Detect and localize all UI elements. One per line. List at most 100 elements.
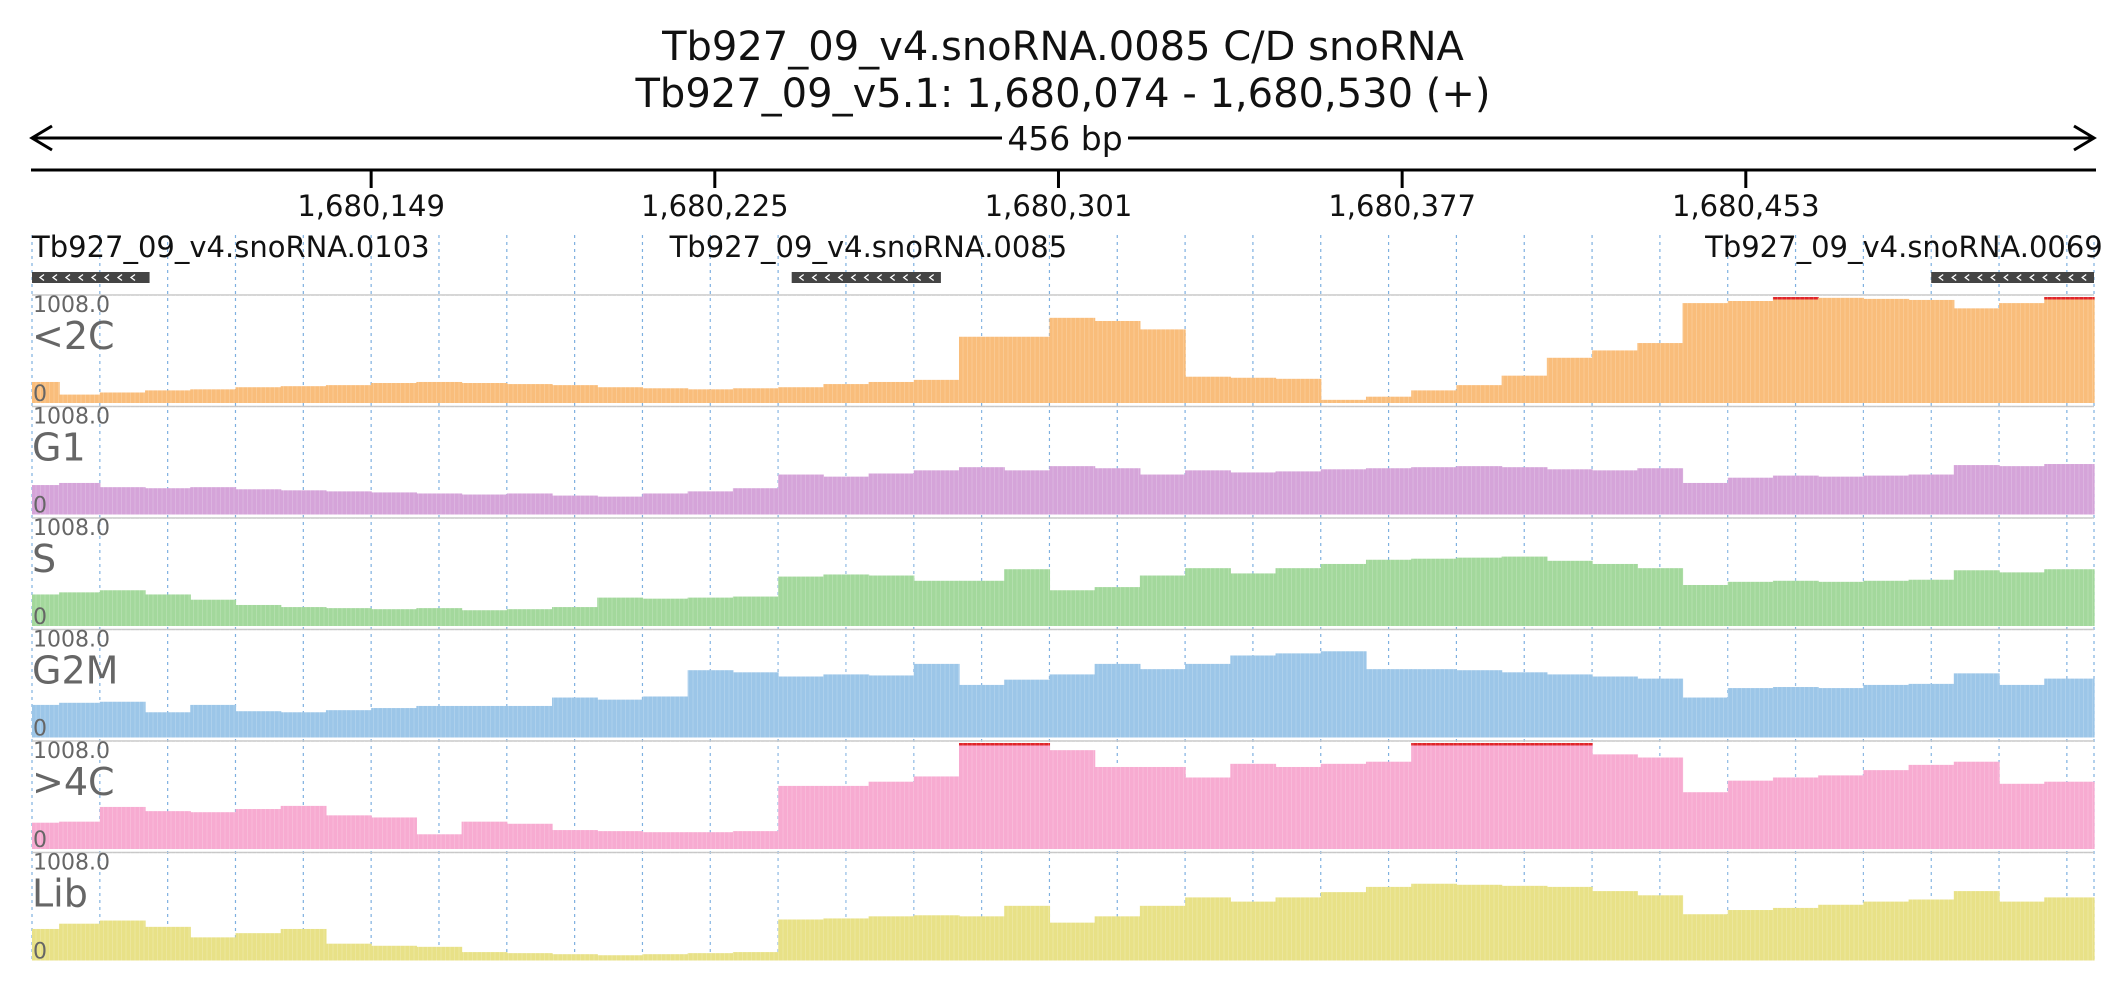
coverage-bar xyxy=(1546,674,1593,738)
coverage-bar xyxy=(1501,672,1548,738)
coverage-bar xyxy=(32,928,60,961)
position-ticks: 1,680,149 1,680,225 1,680,301 1,680,377 1,68… xyxy=(297,170,1820,223)
coverage-bar xyxy=(325,491,372,515)
coverage-bar xyxy=(1501,556,1548,626)
coverage-bar xyxy=(2044,297,2095,403)
coverage-bar xyxy=(1275,471,1322,515)
coverage-bar xyxy=(371,609,417,626)
coverage-bar xyxy=(868,473,915,515)
coverage-bar xyxy=(1139,766,1186,849)
coverage-bar xyxy=(325,710,372,738)
coverage-bar xyxy=(1456,743,1503,849)
coverage-bar xyxy=(778,387,824,403)
coverage-bar xyxy=(1094,916,1141,961)
coverage-bar xyxy=(732,831,779,849)
coverage-bar xyxy=(687,670,734,738)
strand-chevron xyxy=(863,273,870,282)
coverage-bar xyxy=(1592,676,1638,738)
coverage-bar xyxy=(416,946,463,961)
track-scale-max: 1008.0 xyxy=(33,516,110,541)
coverage-tracks: 1008.00<2C1008.00G11008.00S1008.00G2M100… xyxy=(32,293,2095,965)
coverage-bar xyxy=(958,743,1005,849)
tick-label: 1,680,149 xyxy=(297,189,445,223)
strand-chevron xyxy=(889,273,896,282)
strand-chevron xyxy=(2029,273,2035,282)
coverage-bar xyxy=(371,708,417,738)
track-name: G2M xyxy=(32,649,118,693)
coverage-bar xyxy=(958,580,1005,626)
coverage-bar xyxy=(1094,320,1141,403)
coverage-bar xyxy=(506,823,553,849)
coverage-bar xyxy=(1049,922,1096,961)
coverage-bar xyxy=(552,954,598,961)
coverage-bar xyxy=(190,812,237,849)
coverage-bar xyxy=(99,392,146,403)
coverage-bar xyxy=(1456,557,1503,626)
coverage-bar xyxy=(32,381,60,403)
coverage-bar xyxy=(597,387,644,403)
span-arrow-right-head xyxy=(2073,124,2097,152)
chart-title-line1: Tb927_09_v4.snoRNA.0085 C/D snoRNA xyxy=(661,24,1464,70)
coverage-bar xyxy=(1682,792,1729,849)
strand-chevron xyxy=(2068,273,2074,282)
strand-chevron xyxy=(51,273,58,282)
strand-chevron xyxy=(811,273,818,282)
coverage-bar xyxy=(1727,581,1774,626)
feature-block xyxy=(791,272,941,283)
coverage-bar xyxy=(1682,914,1729,961)
span-length-label: 456 bp xyxy=(1007,119,1122,158)
track-scale-min: 0 xyxy=(33,605,47,630)
track-scale-max: 1008.0 xyxy=(33,405,110,430)
coverage-bar xyxy=(59,702,101,738)
coverage-bar xyxy=(552,495,598,515)
coverage-bar xyxy=(2044,464,2095,515)
clip-indicator xyxy=(1004,743,1051,746)
chart-title-line2: Tb927_09_v5.1: 1,680,074 - 1,680,530 (+) xyxy=(635,71,1491,117)
track-scale-max: 1008.0 xyxy=(33,293,110,318)
span-ruler: 456 bp xyxy=(29,119,2097,158)
coverage-bar xyxy=(687,389,734,403)
coverage-bar xyxy=(1546,560,1593,626)
coverage-bar xyxy=(506,384,553,403)
coverage-bar xyxy=(1230,901,1277,961)
coverage-bar xyxy=(1727,300,1774,403)
coverage-bar xyxy=(461,610,508,626)
coverage-bar xyxy=(1501,743,1548,849)
coverage-bar xyxy=(1999,572,2045,626)
coverage-bar xyxy=(1185,777,1231,849)
coverage-bar xyxy=(416,608,463,626)
coverage-bar xyxy=(1411,883,1458,961)
coverage-bar xyxy=(1727,688,1774,738)
coverage-bar xyxy=(99,701,146,738)
coverage-bar xyxy=(1953,308,2000,403)
coverage-bar xyxy=(280,386,327,403)
coverage-bar xyxy=(913,470,960,515)
coverage-bar xyxy=(1094,766,1141,849)
coverage-bar xyxy=(190,389,237,403)
coverage-bar xyxy=(1727,477,1774,515)
coverage-bar xyxy=(99,920,146,961)
coverage-bar xyxy=(1637,568,1684,626)
coverage-bar xyxy=(145,712,191,738)
coverage-bar xyxy=(235,387,282,403)
track-0: 1008.0 0 <2C xyxy=(32,293,2095,407)
coverage-bar xyxy=(1772,475,1819,515)
coverage-bar xyxy=(1999,466,2045,515)
strand-chevron xyxy=(103,273,110,282)
track-scale-min: 0 xyxy=(33,717,47,742)
coverage-bar xyxy=(1185,568,1231,626)
strand-chevron xyxy=(77,273,84,282)
coverage-bar xyxy=(778,474,824,515)
coverage-bar xyxy=(1004,569,1051,626)
coverage-bar xyxy=(1546,469,1593,515)
strand-chevron xyxy=(876,273,883,282)
coverage-bar xyxy=(506,493,553,515)
feature-name: Tb927_09_v4.snoRNA.0069 xyxy=(1704,230,2103,264)
coverage-bar xyxy=(958,467,1005,515)
coverage-bar xyxy=(59,923,101,961)
coverage-bar xyxy=(1049,750,1096,849)
coverage-bar xyxy=(280,712,327,738)
coverage-bar xyxy=(32,594,60,626)
coverage-bar xyxy=(1682,697,1729,738)
